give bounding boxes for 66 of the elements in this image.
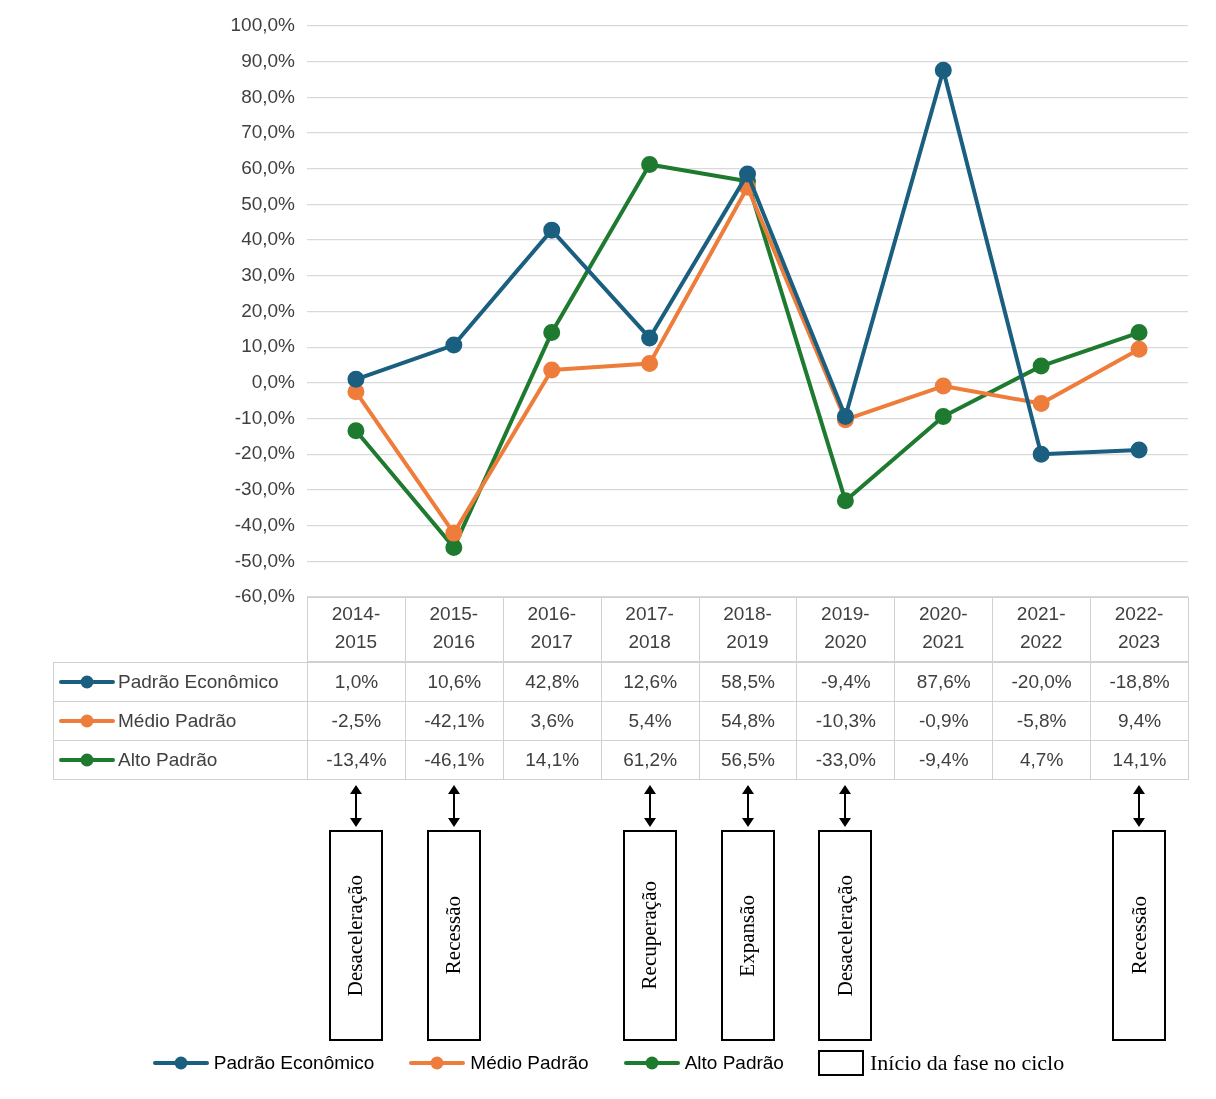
data-label: -13,4% [307,740,406,780]
y-tick-label: 70,0% [241,121,296,143]
y-tick-label: 90,0% [241,49,296,71]
x-tick-label: 2022-2023 [1114,603,1164,652]
x-tick-label: 2021-2022 [1016,603,1066,652]
data-label: 4,7% [992,740,1092,780]
y-tick-label: 0,0% [251,371,296,393]
y-tick-label: -40,0% [234,513,296,535]
x-tick-label: 2020-2021 [918,603,968,652]
text: Recessão [1126,896,1152,975]
text: Médio Padrão [470,1052,589,1073]
data-label: 5,4% [600,701,700,741]
x-tick-label: 2014-2015 [331,603,381,652]
x-tick-label: 2018-2019 [723,603,772,652]
data-label: -9,4% [894,740,994,780]
text: Recuperação [637,881,663,990]
y-tick-label: 80,0% [241,85,296,107]
data-label: -0,9% [894,701,994,741]
text: Desaceleração [343,874,369,997]
data-label: -9,4% [796,662,896,702]
text: Recessão [441,896,467,975]
data-label: 10,6% [404,662,504,702]
y-tick-label: 10,0% [241,335,296,357]
data-label: 3,6% [502,701,602,741]
data-label: -20,0% [992,662,1092,702]
data-label: -2,5% [307,701,406,741]
x-tick-label: 2016-2017 [527,603,577,652]
data-label: 12,6% [600,662,700,702]
y-tick-label: -20,0% [234,442,296,464]
y-tick-label: 50,0% [241,192,296,214]
text: Alto Padrão [684,1052,784,1073]
data-label: 58,5% [698,662,798,702]
y-tick-label: 100,0% [230,14,296,36]
data-label: 87,6% [894,662,994,702]
y-tick-label: 20,0% [241,299,296,321]
data-label: -18,8% [1090,662,1189,702]
data-label: 1,0% [307,662,406,702]
y-tick-label: -30,0% [234,478,296,500]
x-tick-label: 2015-2016 [429,603,479,652]
data-label: -33,0% [796,740,896,780]
legend-label: Alto Padrão [118,749,218,771]
y-tick-label: 60,0% [241,156,296,178]
data-label: -42,1% [404,701,504,741]
y-tick-label: 30,0% [241,264,296,286]
text: Padrão Econômico [213,1052,375,1073]
text: Expansão [735,894,760,977]
data-label: 56,5% [698,740,798,780]
y-tick-label: 40,0% [241,228,296,250]
text: Início da fase no ciclo [869,1050,1065,1076]
y-tick-label: -10,0% [234,406,296,428]
x-tick-label: 2019-2020 [821,603,870,652]
data-label: 14,1% [502,740,602,780]
data-label: 42,8% [502,662,602,702]
y-tick-label: -50,0% [234,549,296,571]
x-tick-label: 2017-2018 [625,603,674,652]
data-label: -10,3% [796,701,896,741]
legend-label: Padrão Econômico [118,671,279,693]
data-label: 9,4% [1090,701,1189,741]
legend-label: Médio Padrão [118,710,237,732]
y-tick-label: -60,0% [234,585,296,607]
text: Desaceleração [832,874,858,997]
data-label: -46,1% [404,740,504,780]
data-label: 54,8% [698,701,798,741]
data-label: 61,2% [600,740,700,780]
data-label: -5,8% [992,701,1092,741]
data-label: 14,1% [1090,740,1189,780]
